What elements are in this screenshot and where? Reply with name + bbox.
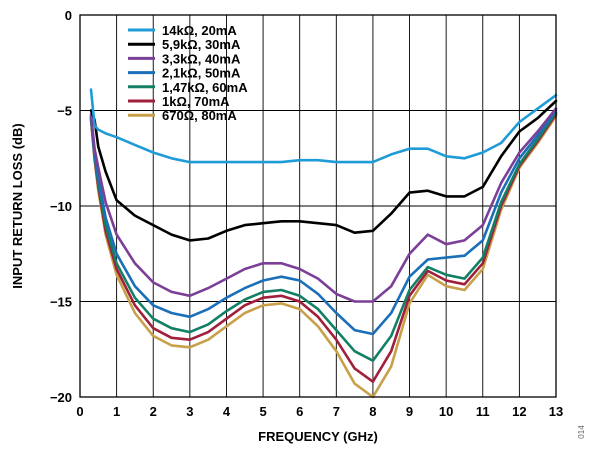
series-line <box>89 113 558 384</box>
series-line <box>89 99 558 242</box>
x-tick-label: 3 <box>186 404 193 419</box>
x-tick-label: 5 <box>259 404 266 419</box>
legend-label: 14kΩ, 20mA <box>162 23 237 38</box>
series-line <box>89 111 558 363</box>
y-axis-title: INPUT RETURN LOSS (dB) <box>10 123 25 288</box>
y-tick-label: 0 <box>65 8 72 23</box>
series-layer <box>89 88 558 399</box>
y-tick-label: −5 <box>57 104 72 119</box>
series-line <box>89 107 558 303</box>
legend-label: 1,47kΩ, 60mA <box>162 80 248 95</box>
legend-label: 2,1kΩ, 50mA <box>162 66 241 81</box>
legend-label: 670Ω, 80mA <box>162 108 237 123</box>
figure-code: 014 <box>577 425 586 439</box>
series-line <box>89 114 558 399</box>
y-tick-label: −10 <box>50 199 72 214</box>
x-tick-label: 4 <box>223 404 231 419</box>
x-tick-label: 7 <box>333 404 340 419</box>
x-tick-label: 9 <box>406 404 413 419</box>
plot-frame <box>79 14 557 398</box>
legend-label: 3,3kΩ, 40mA <box>162 51 241 66</box>
y-tick-label: −15 <box>50 295 72 310</box>
x-tick-label: 1 <box>113 404 120 419</box>
x-tick-label: 6 <box>296 404 303 419</box>
x-tick-label: 13 <box>549 404 563 419</box>
y-tick-label: −20 <box>50 390 72 405</box>
x-tick-label: 8 <box>369 404 376 419</box>
x-tick-label: 10 <box>439 404 453 419</box>
x-tick-label: 12 <box>512 404 526 419</box>
legend-label: 5,9kΩ, 30mA <box>162 37 241 52</box>
x-axis-title: FREQUENCY (GHz) <box>258 429 378 444</box>
x-tick-label: 11 <box>476 404 490 419</box>
x-tick-label: 0 <box>76 404 83 419</box>
series-line <box>89 109 558 336</box>
legend-label: 1kΩ, 70mA <box>162 94 230 109</box>
series-line <box>89 88 558 164</box>
x-tick-label: 2 <box>150 404 157 419</box>
tick-labels: 0 1 2 3 4 5 6 7 8 9 10 11 12 130−5−10−15−20 <box>50 8 563 419</box>
